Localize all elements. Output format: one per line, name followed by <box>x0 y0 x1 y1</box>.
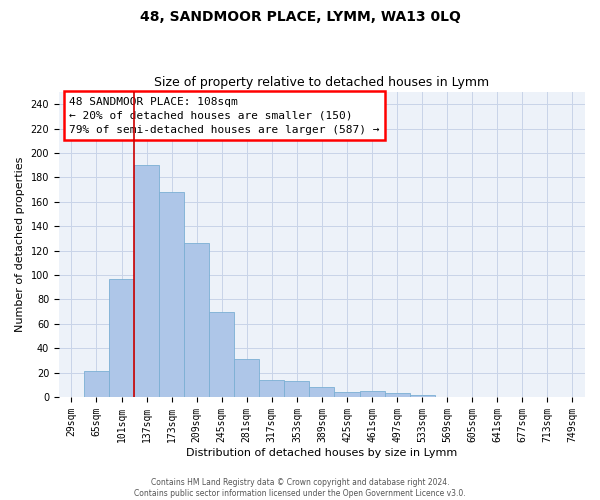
Text: Contains HM Land Registry data © Crown copyright and database right 2024.
Contai: Contains HM Land Registry data © Crown c… <box>134 478 466 498</box>
Bar <box>310 387 334 397</box>
Bar <box>159 192 184 397</box>
Bar <box>359 391 385 397</box>
Bar <box>284 381 310 397</box>
X-axis label: Distribution of detached houses by size in Lymm: Distribution of detached houses by size … <box>187 448 458 458</box>
Bar <box>134 165 159 397</box>
Bar <box>234 359 259 397</box>
Y-axis label: Number of detached properties: Number of detached properties <box>15 157 25 332</box>
Bar <box>84 372 109 397</box>
Bar <box>385 394 410 397</box>
Text: 48 SANDMOOR PLACE: 108sqm
← 20% of detached houses are smaller (150)
79% of semi: 48 SANDMOOR PLACE: 108sqm ← 20% of detac… <box>70 96 380 134</box>
Bar <box>259 380 284 397</box>
Bar <box>334 392 359 397</box>
Bar <box>184 244 209 397</box>
Title: Size of property relative to detached houses in Lymm: Size of property relative to detached ho… <box>154 76 490 90</box>
Bar <box>410 394 434 397</box>
Text: 48, SANDMOOR PLACE, LYMM, WA13 0LQ: 48, SANDMOOR PLACE, LYMM, WA13 0LQ <box>140 10 460 24</box>
Bar <box>209 312 234 397</box>
Bar <box>109 278 134 397</box>
